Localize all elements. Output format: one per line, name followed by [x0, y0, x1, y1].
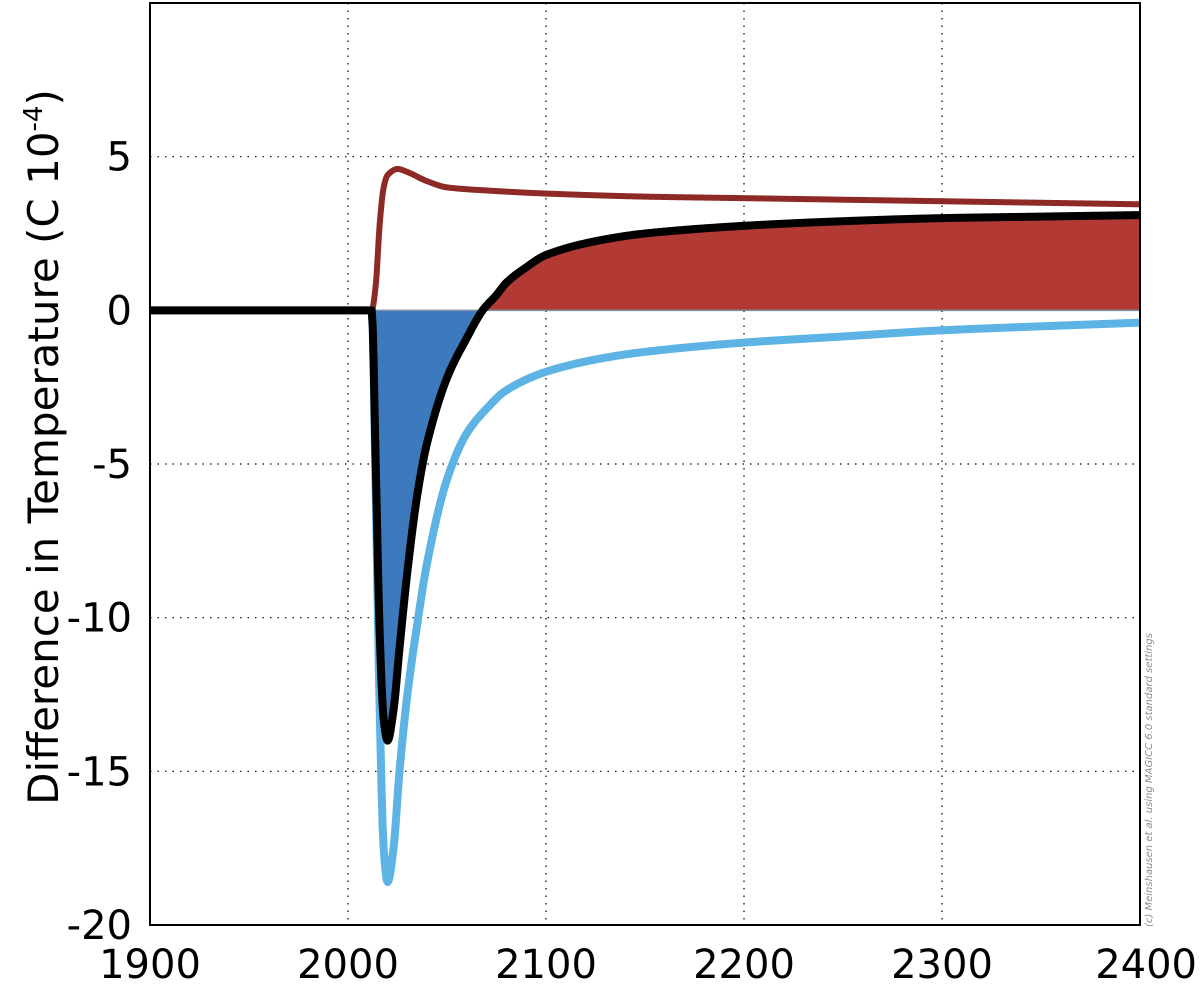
y-axis-title-superscript: -4 — [19, 106, 49, 132]
y-axis-title-main: Difference in Temperature (C 10 — [19, 131, 68, 804]
x-tick-label: 2400 — [1095, 942, 1197, 988]
x-tick-label: 1900 — [99, 942, 201, 988]
positive-area-fill — [371, 215, 1140, 311]
y-tick-label: 0 — [107, 288, 132, 334]
y-tick-labels: -20 -15 -10 -5 0 5 — [67, 135, 132, 949]
fill-areas — [371, 215, 1140, 741]
x-tick-label: 2000 — [297, 942, 399, 988]
y-tick-label: -20 — [67, 903, 132, 949]
y-tick-label: -10 — [67, 596, 132, 642]
y-axis-title: Difference in Temperature (C 10-4) — [19, 89, 68, 805]
x-tick-label: 2200 — [693, 942, 795, 988]
x-tick-label: 2300 — [891, 942, 993, 988]
y-tick-label: -15 — [67, 749, 132, 795]
grid-lines — [150, 3, 1140, 925]
black-net-line — [146, 211, 1144, 745]
light-blue-line — [146, 306, 1144, 886]
y-tick-label: 5 — [107, 135, 132, 181]
x-tick-label: 2100 — [495, 942, 597, 988]
x-tick-labels: 1900 2000 2100 2200 2300 2400 — [99, 942, 1197, 988]
credit-annotation: (c) Meinshausen et al. using MAGICC 6.0 … — [1144, 633, 1155, 927]
y-tick-label: -5 — [92, 442, 132, 488]
negative-area-fill — [371, 310, 1140, 741]
y-axis-title-suffix: ) — [19, 89, 68, 105]
plot-frame — [149, 2, 1141, 926]
series-lines — [146, 165, 1144, 886]
